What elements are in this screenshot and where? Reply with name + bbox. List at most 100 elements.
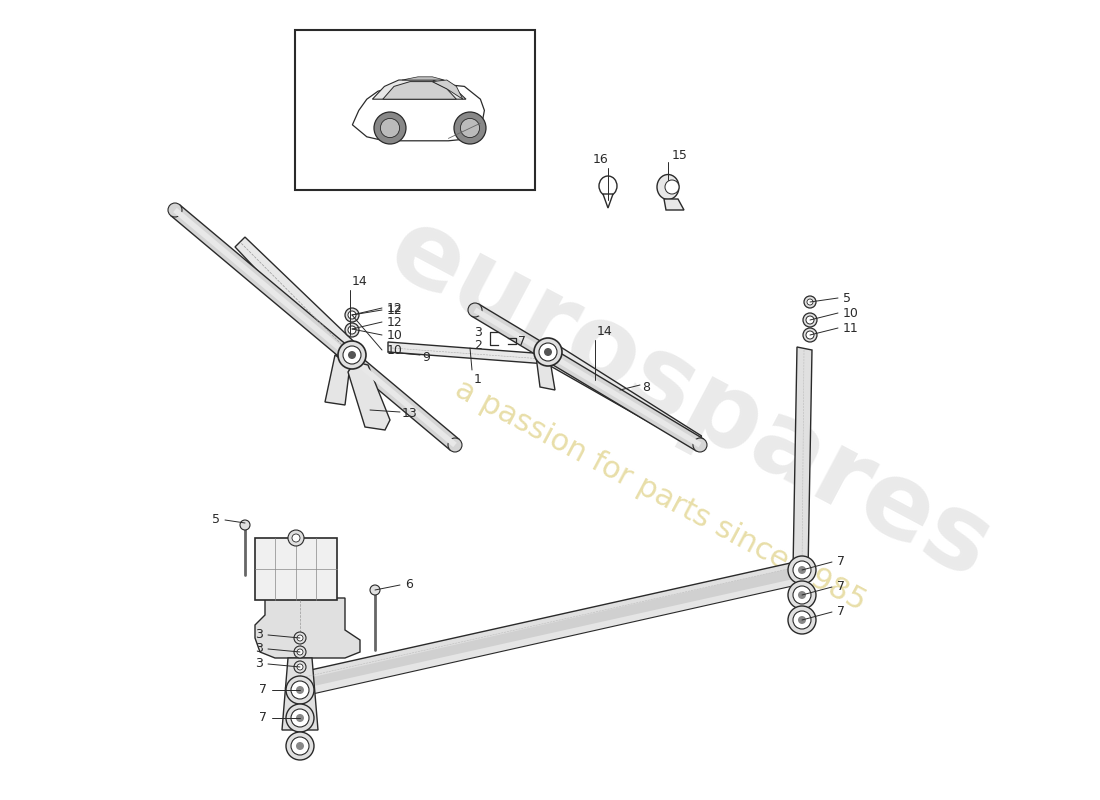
- Text: 7: 7: [837, 606, 845, 618]
- Text: 5: 5: [212, 514, 220, 526]
- Text: 3: 3: [255, 642, 263, 655]
- Polygon shape: [324, 355, 350, 405]
- Polygon shape: [348, 362, 390, 430]
- Polygon shape: [388, 342, 560, 365]
- Circle shape: [292, 709, 309, 727]
- Circle shape: [693, 438, 707, 452]
- Circle shape: [296, 742, 304, 750]
- Polygon shape: [542, 342, 702, 448]
- Circle shape: [297, 635, 302, 641]
- Polygon shape: [282, 658, 318, 730]
- Text: 5: 5: [843, 291, 851, 305]
- Text: 3: 3: [255, 658, 263, 670]
- Bar: [255, 538, 337, 600]
- Polygon shape: [352, 83, 484, 141]
- Circle shape: [292, 737, 309, 755]
- Text: 12: 12: [387, 315, 403, 329]
- Text: 11: 11: [843, 322, 859, 334]
- Circle shape: [788, 581, 816, 609]
- Circle shape: [793, 611, 811, 629]
- Circle shape: [345, 323, 359, 337]
- Circle shape: [807, 299, 813, 305]
- Text: 7: 7: [837, 581, 845, 594]
- Circle shape: [806, 316, 814, 324]
- Polygon shape: [285, 575, 798, 695]
- Text: 10: 10: [387, 329, 403, 342]
- Circle shape: [286, 704, 313, 732]
- Circle shape: [294, 661, 306, 673]
- Ellipse shape: [600, 176, 617, 196]
- Text: 3: 3: [474, 326, 482, 338]
- Circle shape: [286, 676, 313, 704]
- Circle shape: [296, 686, 304, 694]
- Circle shape: [468, 303, 482, 317]
- Polygon shape: [474, 307, 702, 447]
- Text: 13: 13: [402, 407, 418, 421]
- Circle shape: [804, 296, 816, 308]
- Polygon shape: [432, 80, 463, 99]
- Polygon shape: [603, 194, 613, 208]
- Circle shape: [338, 341, 366, 369]
- Circle shape: [345, 308, 359, 322]
- Circle shape: [288, 530, 304, 546]
- Polygon shape: [472, 304, 704, 451]
- Circle shape: [666, 180, 679, 194]
- Circle shape: [294, 646, 306, 658]
- Polygon shape: [292, 568, 798, 688]
- Text: 7: 7: [258, 683, 267, 697]
- Text: eurospares: eurospares: [372, 198, 1009, 602]
- Circle shape: [454, 112, 486, 144]
- Circle shape: [292, 681, 309, 699]
- Circle shape: [798, 591, 806, 599]
- Circle shape: [534, 338, 562, 366]
- Polygon shape: [173, 208, 456, 447]
- Circle shape: [539, 343, 557, 361]
- Polygon shape: [235, 237, 360, 362]
- Ellipse shape: [657, 174, 679, 199]
- Circle shape: [788, 606, 816, 634]
- Circle shape: [793, 586, 811, 604]
- Circle shape: [240, 520, 250, 530]
- Text: 7: 7: [518, 334, 526, 347]
- Circle shape: [348, 351, 356, 359]
- Circle shape: [348, 311, 356, 319]
- Polygon shape: [402, 77, 444, 80]
- Polygon shape: [664, 199, 684, 210]
- Circle shape: [296, 714, 304, 722]
- Polygon shape: [255, 598, 360, 658]
- Circle shape: [297, 664, 302, 670]
- Text: 6: 6: [405, 578, 412, 591]
- Text: 7: 7: [258, 711, 267, 725]
- Circle shape: [448, 438, 462, 452]
- Polygon shape: [535, 348, 556, 390]
- Text: 3: 3: [255, 629, 263, 642]
- Circle shape: [798, 566, 806, 574]
- Circle shape: [294, 632, 306, 644]
- Circle shape: [343, 346, 361, 364]
- Circle shape: [374, 112, 406, 144]
- Circle shape: [803, 313, 817, 327]
- Circle shape: [461, 118, 480, 138]
- Text: 16: 16: [593, 153, 609, 166]
- Circle shape: [381, 118, 399, 138]
- Polygon shape: [288, 562, 800, 682]
- Polygon shape: [793, 347, 812, 573]
- Text: 2: 2: [474, 338, 482, 351]
- Circle shape: [286, 732, 313, 760]
- Text: 1: 1: [474, 373, 482, 386]
- Text: 14: 14: [597, 325, 613, 338]
- Bar: [295, 30, 535, 190]
- Circle shape: [798, 616, 806, 624]
- Circle shape: [297, 649, 302, 655]
- Circle shape: [544, 348, 552, 356]
- Text: 10: 10: [843, 306, 859, 319]
- Circle shape: [803, 328, 817, 342]
- Polygon shape: [383, 82, 456, 99]
- Text: 8: 8: [642, 381, 650, 394]
- Text: a passion for parts since 1985: a passion for parts since 1985: [450, 374, 870, 616]
- Circle shape: [292, 534, 300, 542]
- Text: 10: 10: [387, 343, 403, 357]
- Circle shape: [788, 556, 816, 584]
- Circle shape: [806, 331, 814, 339]
- Text: 14: 14: [352, 275, 367, 288]
